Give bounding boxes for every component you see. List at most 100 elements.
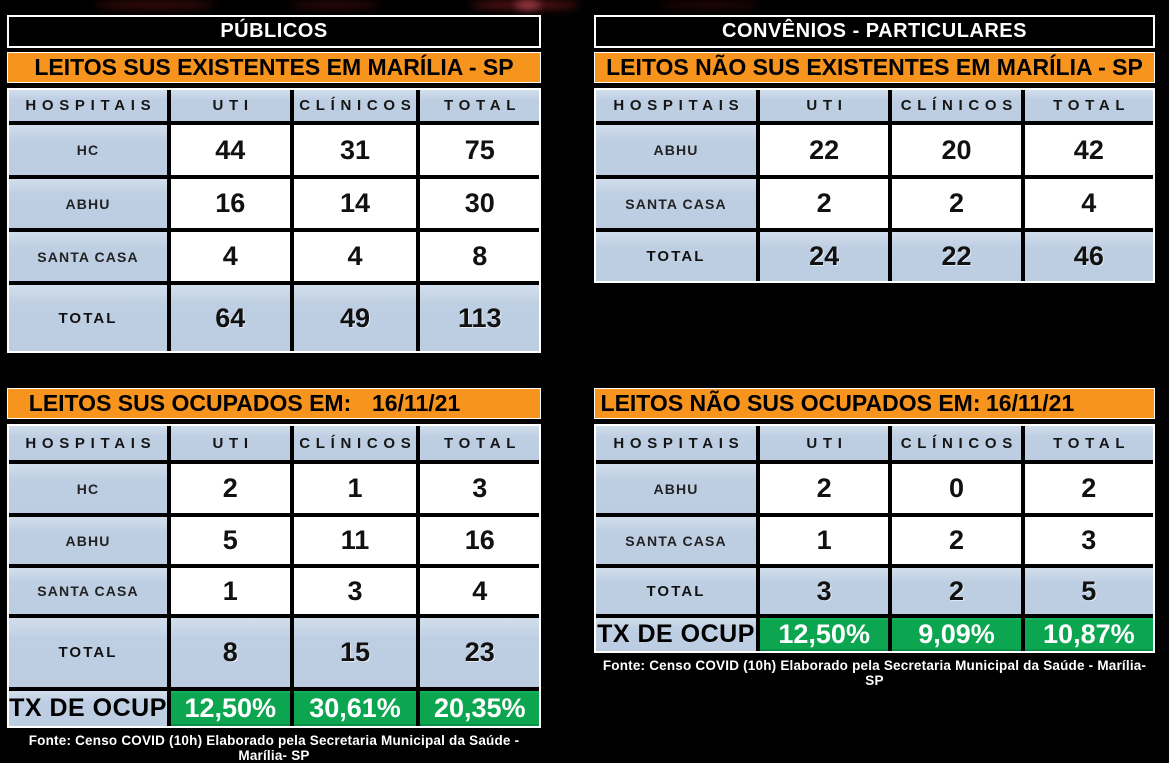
cell-occupancy-clinicos: 9,09% xyxy=(892,618,1021,651)
row-label-abhu: ABHU xyxy=(9,517,167,564)
banner-title: LEITOS NÃO SUS OCUPADOS EM: xyxy=(600,390,981,416)
cell-total-uti: 64 xyxy=(171,285,290,351)
cell-occupancy-total: 20,35% xyxy=(420,691,539,726)
column-header-clinicos: CLÍNICOS xyxy=(293,426,417,460)
cell-santa-casa-total: 4 xyxy=(1024,179,1153,228)
row-label-santa-casa: SANTA CASA xyxy=(596,517,756,564)
banner-title: LEITOS SUS OCUPADOS EM: xyxy=(28,390,352,416)
cell-hc-total: 75 xyxy=(420,125,539,175)
row-label-abhu: ABHU xyxy=(596,464,756,513)
beds-table-grid: HOSPITAIS UTI CLÍNICOS TOTAL HC 2 1 3 AB… xyxy=(7,424,541,728)
cell-santa-casa-total: 4 xyxy=(420,568,539,614)
cell-occupancy-total: 10,87% xyxy=(1024,618,1153,651)
cell-hc-clinicos: 31 xyxy=(293,125,417,175)
column-header-hospitais: HOSPITAIS xyxy=(9,90,167,121)
cell-total-uti: 3 xyxy=(760,568,889,614)
cell-abhu-uti: 22 xyxy=(760,125,889,175)
row-label-occupancy-rate: TX DE OCUP xyxy=(596,618,756,651)
column-header-uti: UTI xyxy=(171,90,290,121)
cell-abhu-total: 2 xyxy=(1024,464,1153,513)
column-header-total: TOTAL xyxy=(420,90,539,121)
banner-nonsus-existing: LEITOS NÃO SUS EXISTENTES EM MARÍLIA - S… xyxy=(594,52,1155,83)
banner-date: 16/11/21 xyxy=(372,390,461,416)
section-header-publicos: PÚBLICOS xyxy=(7,15,541,48)
section-header-convenios: CONVÊNIOS - PARTICULARES xyxy=(594,15,1155,48)
panel-sus-occupied: LEITOS SUS OCUPADOS EM: 16/11/21 HOSPITA… xyxy=(7,388,541,763)
cell-santa-casa-total: 8 xyxy=(420,232,539,281)
row-label-total: TOTAL xyxy=(596,232,756,281)
cell-total-clinicos: 22 xyxy=(892,232,1021,281)
row-label-abhu: ABHU xyxy=(9,179,167,228)
row-label-abhu: ABHU xyxy=(596,125,756,175)
cell-hc-uti: 44 xyxy=(171,125,290,175)
cell-abhu-total: 30 xyxy=(420,179,539,228)
banner-sus-occupied: LEITOS SUS OCUPADOS EM: 16/11/21 xyxy=(7,388,541,419)
logo-remnant xyxy=(660,0,760,10)
cell-abhu-clinicos: 20 xyxy=(892,125,1021,175)
row-label-hc: HC xyxy=(9,464,167,513)
cell-santa-casa-uti: 1 xyxy=(760,517,889,564)
cell-abhu-clinicos: 0 xyxy=(892,464,1021,513)
banner-date: 16/11/21 xyxy=(986,390,1075,416)
cell-total-clinicos: 15 xyxy=(293,618,417,687)
cell-occupancy-clinicos: 30,61% xyxy=(293,691,417,726)
source-note: Fonte: Censo COVID (10h) Elaborado pela … xyxy=(602,658,1147,688)
logo-remnant xyxy=(95,0,215,10)
source-note: Fonte: Censo COVID (10h) Elaborado pela … xyxy=(28,733,520,763)
row-label-occupancy-rate: TX DE OCUP xyxy=(9,691,167,726)
cell-total-total: 23 xyxy=(420,618,539,687)
column-header-uti: UTI xyxy=(760,426,889,460)
cell-santa-casa-total: 3 xyxy=(1024,517,1153,564)
clipped-secretaria-text: SECRETARIA DE SAÚDE xyxy=(866,0,1086,6)
row-label-total: TOTAL xyxy=(9,285,167,351)
cell-abhu-uti: 5 xyxy=(171,517,290,564)
cell-abhu-clinicos: 14 xyxy=(293,179,417,228)
cell-santa-casa-clinicos: 4 xyxy=(293,232,417,281)
column-header-uti: UTI xyxy=(171,426,290,460)
column-header-total: TOTAL xyxy=(1024,426,1153,460)
row-label-santa-casa: SANTA CASA xyxy=(9,568,167,614)
column-header-clinicos: CLÍNICOS xyxy=(892,90,1021,121)
banner-sus-existing: LEITOS SUS EXISTENTES EM MARÍLIA - SP xyxy=(7,52,541,83)
banner-title: LEITOS NÃO SUS EXISTENTES EM MARÍLIA - S… xyxy=(606,54,1143,80)
logo-remnant xyxy=(515,0,541,10)
cell-santa-casa-clinicos: 2 xyxy=(892,517,1021,564)
column-header-hospitais: HOSPITAIS xyxy=(596,90,756,121)
logo-remnant xyxy=(290,0,380,10)
column-header-clinicos: CLÍNICOS xyxy=(293,90,417,121)
cell-total-clinicos: 2 xyxy=(892,568,1021,614)
column-header-total: TOTAL xyxy=(420,426,539,460)
cell-total-clinicos: 49 xyxy=(293,285,417,351)
cell-santa-casa-clinicos: 3 xyxy=(293,568,417,614)
cell-hc-uti: 2 xyxy=(171,464,290,513)
cell-santa-casa-uti: 4 xyxy=(171,232,290,281)
row-label-total: TOTAL xyxy=(596,568,756,614)
cell-santa-casa-uti: 1 xyxy=(171,568,290,614)
section-title: CONVÊNIOS - PARTICULARES xyxy=(722,20,1027,42)
cell-abhu-uti: 2 xyxy=(760,464,889,513)
column-header-clinicos: CLÍNICOS xyxy=(892,426,1021,460)
beds-table-grid: HOSPITAIS UTI CLÍNICOS TOTAL ABHU 2 0 2 … xyxy=(594,424,1155,653)
banner-title: LEITOS SUS EXISTENTES EM MARÍLIA - SP xyxy=(34,54,514,80)
cell-total-uti: 24 xyxy=(760,232,889,281)
cell-total-total: 113 xyxy=(420,285,539,351)
top-strip: SECRETARIA DE SAÚDE xyxy=(0,0,1169,14)
beds-table-grid: HOSPITAIS UTI CLÍNICOS TOTAL ABHU 22 20 … xyxy=(594,88,1155,283)
row-label-santa-casa: SANTA CASA xyxy=(9,232,167,281)
cell-total-total: 46 xyxy=(1024,232,1153,281)
cell-abhu-clinicos: 11 xyxy=(293,517,417,564)
cell-total-uti: 8 xyxy=(171,618,290,687)
cell-abhu-uti: 16 xyxy=(171,179,290,228)
cell-hc-clinicos: 1 xyxy=(293,464,417,513)
cell-occupancy-uti: 12,50% xyxy=(171,691,290,726)
section-title: PÚBLICOS xyxy=(220,20,328,42)
panel-sus-existing: PÚBLICOS LEITOS SUS EXISTENTES EM MARÍLI… xyxy=(7,15,541,353)
cell-hc-total: 3 xyxy=(420,464,539,513)
cell-abhu-total: 42 xyxy=(1024,125,1153,175)
row-label-hc: HC xyxy=(9,125,167,175)
panel-nonsus-occupied: LEITOS NÃO SUS OCUPADOS EM: 16/11/21 HOS… xyxy=(594,388,1155,688)
cell-abhu-total: 16 xyxy=(420,517,539,564)
panel-nonsus-existing: CONVÊNIOS - PARTICULARES LEITOS NÃO SUS … xyxy=(594,15,1155,283)
column-header-hospitais: HOSPITAIS xyxy=(596,426,756,460)
cell-santa-casa-uti: 2 xyxy=(760,179,889,228)
